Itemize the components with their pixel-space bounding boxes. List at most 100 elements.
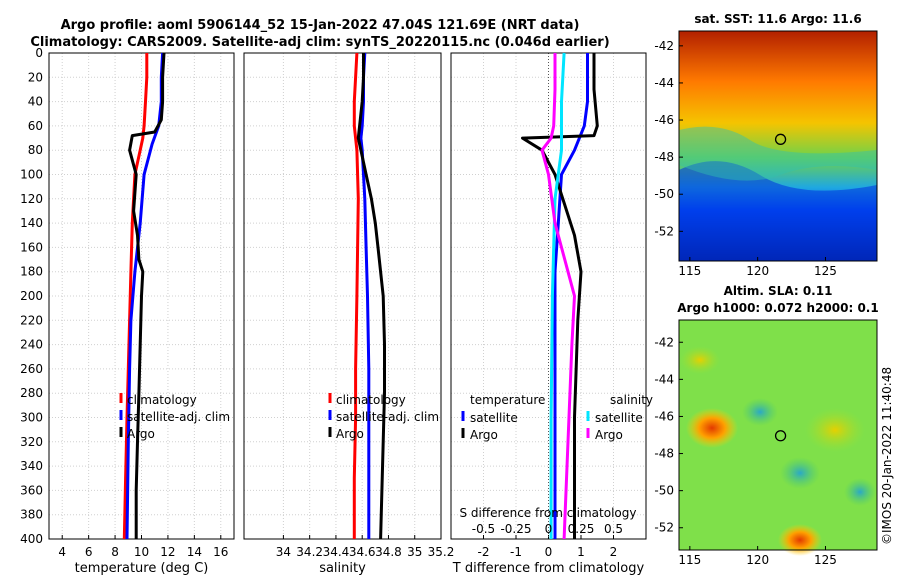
map-lat-label: -48 xyxy=(654,150,674,164)
map-lat-label: -50 xyxy=(654,187,674,201)
map-lat-label: -52 xyxy=(654,224,674,238)
y-tick-label: 40 xyxy=(28,95,43,109)
legend-label: satellite xyxy=(470,411,518,425)
secondary-tick-label: 0.5 xyxy=(604,522,623,536)
y-tick-label: 0 xyxy=(35,46,43,60)
map-lon-label: 115 xyxy=(678,553,701,567)
y-tick-label: 180 xyxy=(20,265,43,279)
x-tick-label: -1 xyxy=(510,545,522,559)
x-tick-label: 8 xyxy=(111,545,119,559)
x-tick-label: 14 xyxy=(187,545,202,559)
y-tick-label: 80 xyxy=(28,143,43,157)
title-line-1: Argo profile: aoml 5906144_52 15-Jan-202… xyxy=(61,18,580,33)
series-line-climatology xyxy=(352,52,360,539)
y-tick-label: 340 xyxy=(20,459,43,473)
secondary-axis-label: S difference from climatology xyxy=(460,506,637,520)
x-tick-label: 16 xyxy=(213,545,228,559)
y-tick-label: 240 xyxy=(20,338,43,352)
axes-frame xyxy=(450,52,647,540)
sst-front-region xyxy=(679,126,877,181)
temperature-panel: 4 6 8 10 12 14 1602040608010012014016018020022… xyxy=(20,46,235,576)
map-lat-label: -48 xyxy=(654,447,674,461)
imos-credit: ©IMOS 20-Jan-2022 11:40:48 xyxy=(880,367,894,545)
y-tick-label: 60 xyxy=(28,119,43,133)
sla-moderate-anomaly xyxy=(680,346,720,374)
sla-high-anomaly xyxy=(686,408,738,448)
legend-heading-salinity: salinity xyxy=(610,393,653,407)
x-axis-label: salinity xyxy=(319,561,366,576)
y-tick-label: 300 xyxy=(20,411,43,425)
x-tick-label: 4 xyxy=(58,545,66,559)
x-axis-label: temperature (deg C) xyxy=(75,561,209,576)
map-lat-label: -42 xyxy=(654,39,674,53)
sla-moderate-anomaly xyxy=(805,408,865,452)
title-line-2: Climatology: CARS2009. Satellite-adj cli… xyxy=(30,35,609,50)
legend-label: climatology xyxy=(336,393,406,407)
sla-map-frame xyxy=(678,319,878,551)
sla-high-anomaly xyxy=(778,524,822,556)
sst-cold-region xyxy=(679,161,877,261)
y-tick-label: 280 xyxy=(20,386,43,400)
map-lon-label: 125 xyxy=(814,264,837,278)
y-tick-label: 380 xyxy=(20,508,43,522)
y-tick-label: 160 xyxy=(20,240,43,254)
sst-float-marker xyxy=(774,133,787,145)
sla-map-axes: -42 -44 -46 -48 -50 -52 115 120 125 xyxy=(654,335,837,567)
sla-low-anomaly xyxy=(780,457,820,489)
legend-label: Argo xyxy=(127,427,155,441)
map-lat-label: -52 xyxy=(654,521,674,535)
legend-label: Argo xyxy=(336,427,364,441)
series-line-s-satellite xyxy=(549,52,566,539)
sst-map-axes: -42 -44 -46 -48 -50 -52 115 120 125 xyxy=(654,39,837,278)
series-line-s-argo xyxy=(540,53,576,540)
sla-map-title-line-2: Argo h1000: 0.072 h2000: 0.1 xyxy=(677,301,878,315)
x-tick-label: 10 xyxy=(134,545,149,559)
map-lon-label: 115 xyxy=(678,264,701,278)
legend-label: satellite xyxy=(595,411,643,425)
map-lat-label: -42 xyxy=(654,335,674,349)
x-tick-label: 34.8 xyxy=(375,545,402,559)
y-tick-label: 320 xyxy=(20,435,43,449)
map-lon-label: 120 xyxy=(746,264,769,278)
x-tick-label: 35.2 xyxy=(428,545,455,559)
sst-map xyxy=(678,30,878,262)
sla-map xyxy=(678,319,878,556)
series-line-argo xyxy=(356,53,386,540)
difference-panel: -2 -1 0 1 2 T difference from climatology temp… xyxy=(450,52,653,576)
axes-frame xyxy=(243,52,442,540)
map-lat-label: -44 xyxy=(654,76,674,90)
x-tick-label: -2 xyxy=(478,545,490,559)
map-lat-label: -46 xyxy=(654,113,674,127)
x-tick-label: 34.6 xyxy=(349,545,376,559)
map-lat-label: -46 xyxy=(654,409,674,423)
axes-frame xyxy=(48,52,235,540)
series-line-t-argo xyxy=(521,53,599,539)
y-tick-label: 100 xyxy=(20,168,43,182)
y-tick-label: 360 xyxy=(20,483,43,497)
x-tick-label: 0 xyxy=(545,545,553,559)
x-axis-label: T difference from climatology xyxy=(452,561,645,576)
map-lon-label: 120 xyxy=(746,553,769,567)
secondary-tick-label: -0.5 xyxy=(472,522,495,536)
map-lat-label: -44 xyxy=(654,372,674,386)
secondary-tick-label: 0.25 xyxy=(568,522,595,536)
y-tick-label: 20 xyxy=(28,70,43,84)
map-lat-label: -50 xyxy=(654,484,674,498)
series-line-argo xyxy=(128,52,166,539)
x-tick-label: 12 xyxy=(160,545,175,559)
sst-map-title: sat. SST: 11.6 Argo: 11.6 xyxy=(694,12,861,26)
y-tick-label: 140 xyxy=(20,216,43,230)
salinity-panel: 34 34.2 34.4 34.6 34.8 35 35.2 salinity climatol… xyxy=(243,52,455,576)
sla-low-anomaly xyxy=(844,478,876,506)
legend-heading-temperature: temperature xyxy=(470,393,545,407)
y-tick-label: 260 xyxy=(20,362,43,376)
x-tick-label: 35 xyxy=(407,545,422,559)
y-tick-label: 200 xyxy=(20,289,43,303)
map-lon-label: 125 xyxy=(814,553,837,567)
y-tick-label: 400 xyxy=(20,532,43,546)
secondary-tick-label: 0 xyxy=(545,522,553,536)
x-tick-label: 1 xyxy=(577,545,585,559)
y-tick-label: 220 xyxy=(20,313,43,327)
x-tick-label: 2 xyxy=(610,545,618,559)
